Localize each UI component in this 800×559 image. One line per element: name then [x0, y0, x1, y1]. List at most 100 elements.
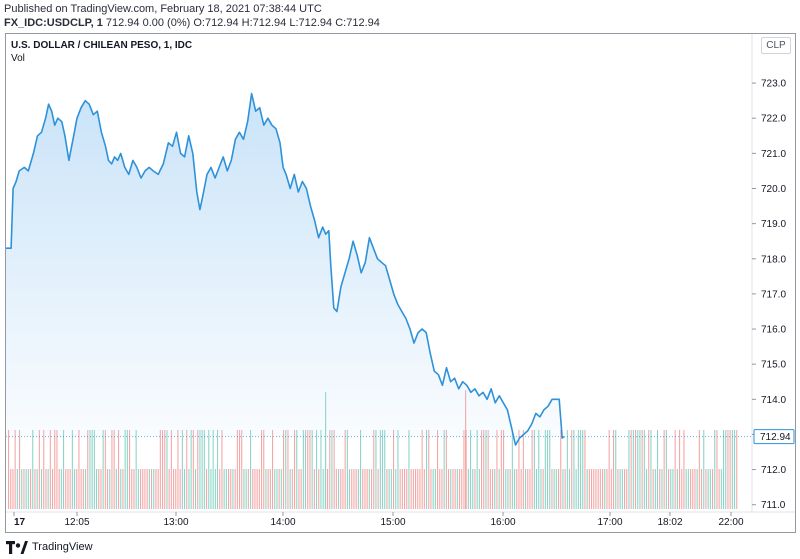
- volume-bar: [159, 430, 161, 509]
- volume-bar: [652, 469, 654, 509]
- volume-bar: [681, 469, 683, 509]
- volume-bar: [650, 430, 652, 509]
- ohlc-values: 712.94 0.00 (0%) O:712.94 H:712.94 L:712…: [105, 17, 380, 29]
- volume-bar: [503, 430, 505, 509]
- volume-bar: [725, 430, 727, 509]
- volume-bar: [285, 430, 287, 509]
- volume-bar: [536, 469, 538, 509]
- volume-bar: [197, 430, 199, 509]
- volume-bar: [481, 430, 483, 509]
- volume-bar: [56, 430, 58, 509]
- volume-bar: [135, 430, 137, 509]
- volume-bar: [555, 469, 557, 509]
- volume-bar: [624, 469, 626, 509]
- volume-bar: [483, 430, 485, 509]
- volume-bar: [129, 430, 131, 509]
- volume-bar: [659, 469, 661, 509]
- chart-title: U.S. DOLLAR / CHILEAN PESO, 1, IDC: [11, 40, 193, 51]
- volume-bar: [162, 430, 164, 509]
- volume-bar: [276, 469, 278, 509]
- volume-bar: [408, 430, 410, 509]
- volume-bar: [177, 430, 179, 509]
- volume-bar: [654, 469, 656, 509]
- volume-bar: [52, 469, 54, 509]
- volume-bar: [456, 469, 458, 509]
- y-tick-label: 715.0: [761, 360, 786, 371]
- volume-bar: [12, 469, 14, 509]
- volume-bar: [313, 469, 315, 509]
- volume-bar: [509, 469, 511, 509]
- volume-bar: [399, 469, 401, 509]
- volume-bar: [641, 430, 643, 509]
- volume-bar: [351, 469, 353, 509]
- last-price-label: 712.94: [760, 432, 791, 443]
- volume-bar: [676, 469, 678, 509]
- volume-bar: [265, 469, 267, 509]
- volume-bar: [430, 469, 432, 509]
- volume-bar: [225, 469, 227, 509]
- y-tick-label: 718.0: [761, 254, 786, 265]
- y-tick-label: 723.0: [761, 79, 786, 90]
- volume-bar: [434, 469, 436, 509]
- y-tick-label: 714.0: [761, 395, 786, 406]
- volume-bar: [201, 430, 203, 509]
- volume-bar: [386, 469, 388, 509]
- volume-bar-spike: [465, 390, 467, 509]
- price-area-fill: [6, 93, 565, 445]
- volume-bar: [679, 430, 681, 509]
- volume-bar: [71, 430, 73, 509]
- volume-bar: [705, 469, 707, 509]
- volume-bar: [157, 469, 159, 509]
- price-line[interactable]: [6, 92, 565, 446]
- volume-bar: [395, 469, 397, 509]
- volume-bar: [34, 469, 36, 509]
- volume-bar: [153, 469, 155, 509]
- volume-bar: [657, 430, 659, 509]
- volume-bar: [14, 430, 16, 509]
- volume-bar: [221, 430, 223, 509]
- volume-bar: [635, 430, 637, 509]
- volume-bar: [96, 469, 98, 509]
- currency-badge[interactable]: CLP: [761, 37, 791, 54]
- volume-bar: [19, 430, 21, 509]
- volume-bar: [505, 469, 507, 509]
- volume-bar: [60, 469, 62, 509]
- volume-bar: [111, 430, 113, 509]
- volume-bar: [342, 469, 344, 509]
- footer-brand[interactable]: TradingView: [6, 538, 93, 556]
- volume-bar: [195, 469, 197, 509]
- volume-bar: [701, 469, 703, 509]
- volume-bar: [47, 469, 49, 509]
- volume-bar: [296, 430, 298, 509]
- volume-bar: [549, 430, 551, 509]
- volume-bar: [432, 469, 434, 509]
- volume-bar: [467, 469, 469, 509]
- volume-bar: [639, 430, 641, 509]
- volume-bar: [734, 430, 736, 509]
- x-tick-label: 14:00: [270, 517, 295, 528]
- volume-bar: [190, 430, 192, 509]
- volume-bar: [294, 430, 296, 509]
- volume-bar: [615, 430, 617, 509]
- volume-bar: [390, 469, 392, 509]
- volume-bar: [214, 469, 216, 509]
- volume-bar: [305, 430, 307, 509]
- volume-bar: [694, 469, 696, 509]
- volume-bar: [250, 430, 252, 509]
- volume-bar: [470, 430, 472, 509]
- volume-bar: [311, 430, 313, 509]
- volume-bar: [252, 469, 254, 509]
- volume-bar: [208, 430, 210, 509]
- volume-bar: [146, 469, 148, 509]
- volume-bar: [551, 469, 553, 509]
- volume-bar: [377, 469, 379, 509]
- last-price-tag: [753, 429, 795, 445]
- chart-frame: [5, 33, 796, 533]
- volume-bar: [692, 469, 694, 509]
- volume-bar: [318, 469, 320, 509]
- x-tick-label: 22:00: [718, 517, 743, 528]
- volume-bar: [731, 430, 733, 509]
- volume-bar: [230, 469, 232, 509]
- volume-bar: [25, 469, 27, 509]
